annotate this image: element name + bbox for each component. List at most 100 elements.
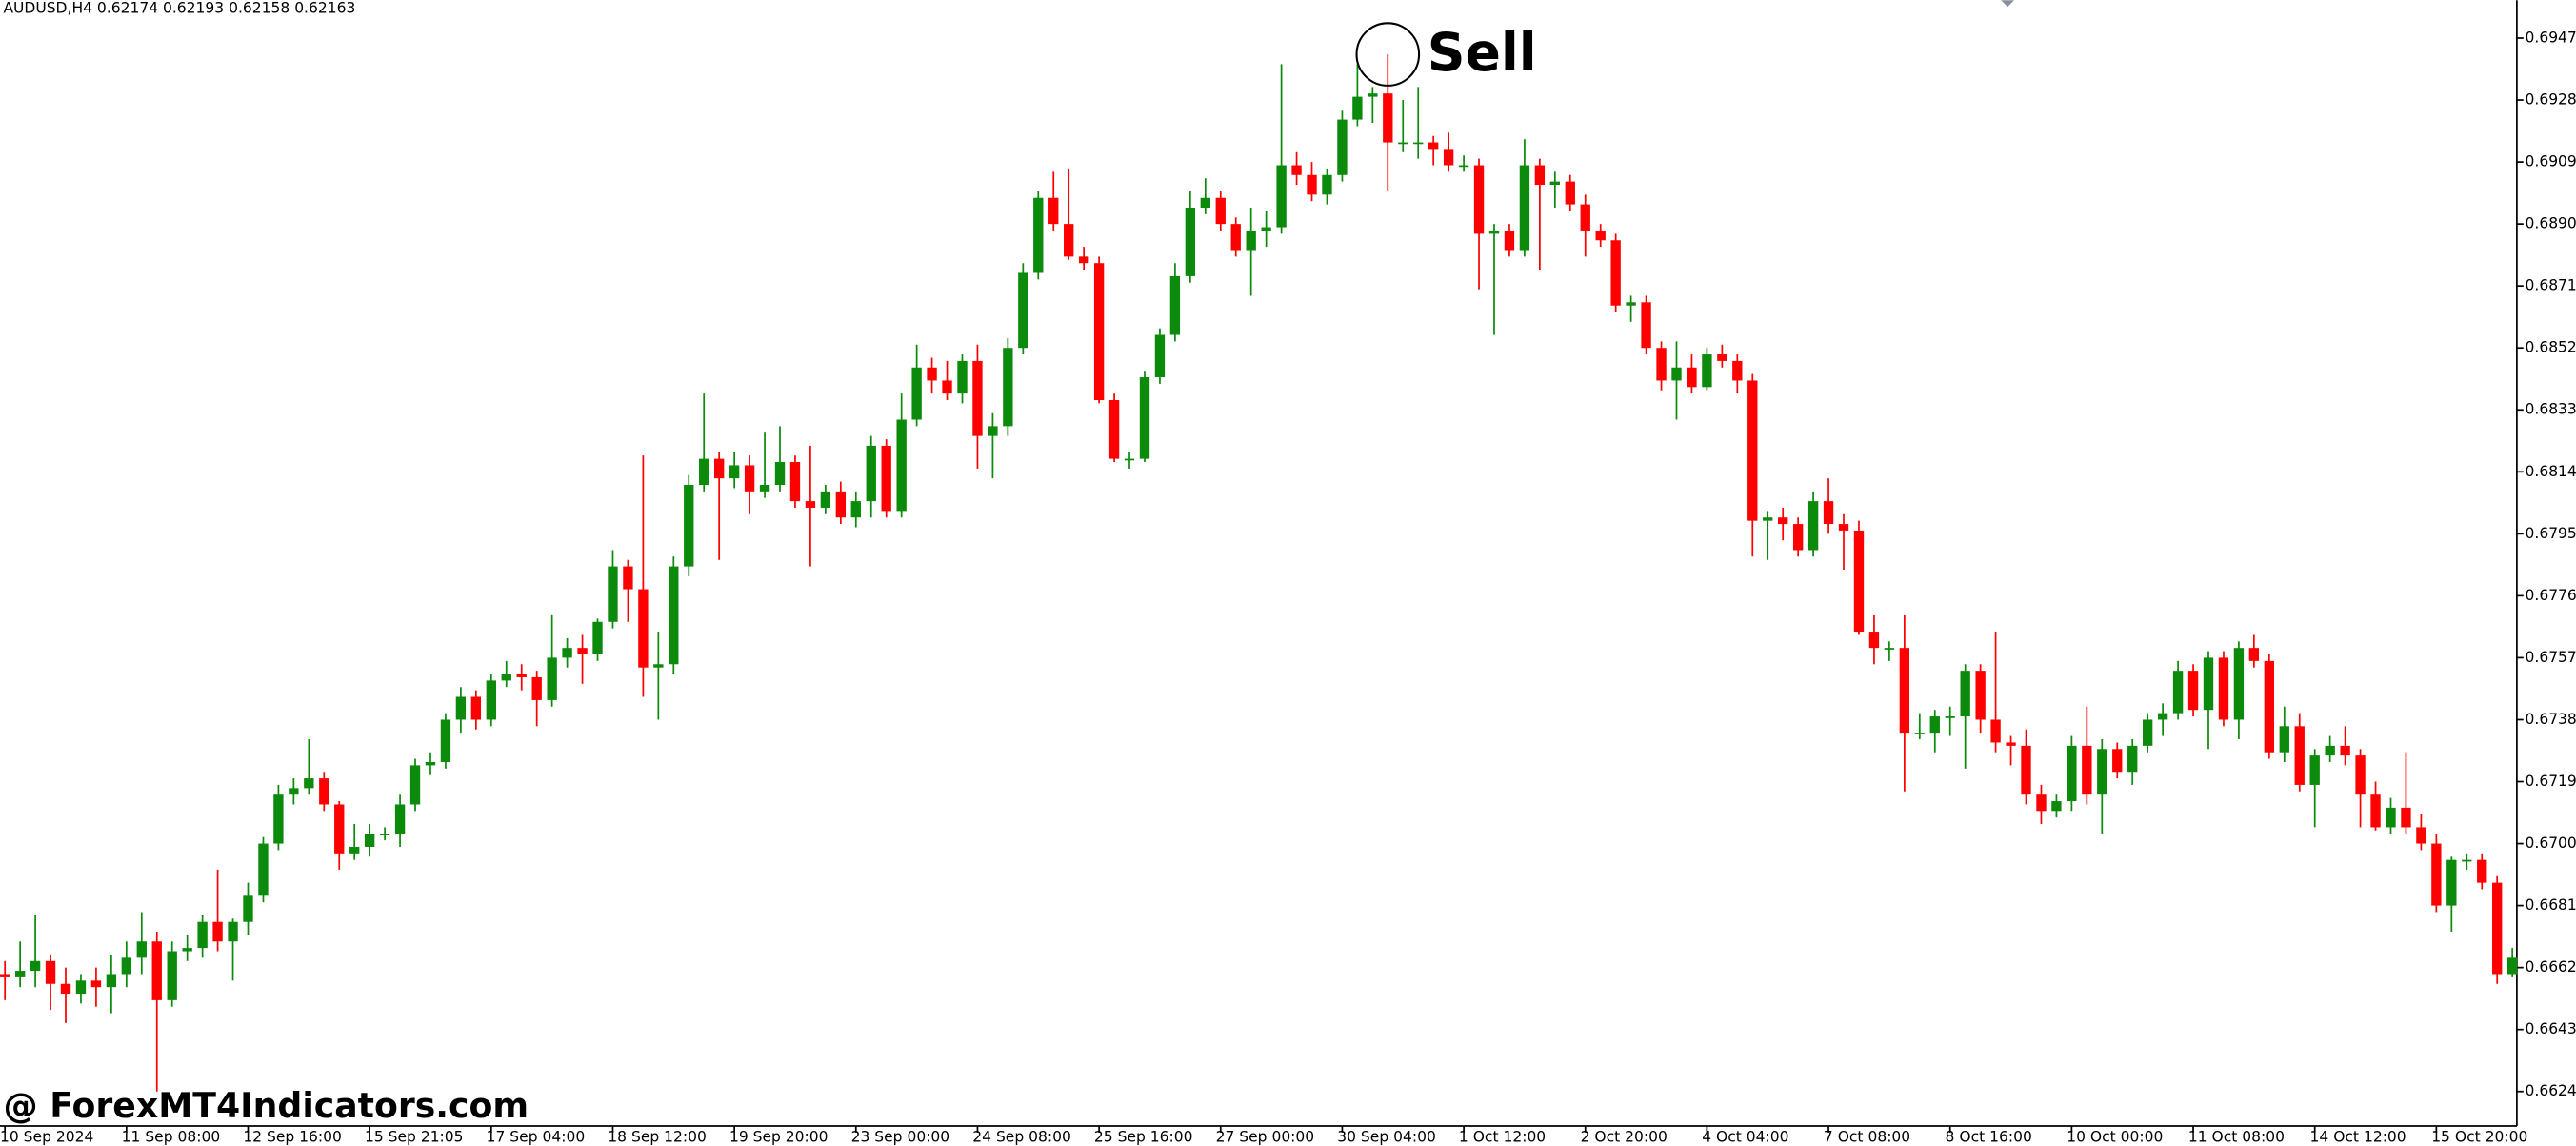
candle-body	[1215, 197, 1226, 225]
candle-body	[1687, 367, 1697, 388]
candle-body	[2477, 859, 2487, 883]
candle-body	[759, 484, 770, 492]
candle-body	[774, 462, 786, 485]
candle-body	[486, 680, 496, 720]
x-tick-label: 15 Sep 21:05	[365, 1129, 464, 1146]
candle-body	[835, 491, 847, 518]
candle-body	[1807, 501, 1819, 551]
candle-body	[2203, 657, 2214, 711]
chart-title: AUDUSD,H4 0.62174 0.62193 0.62158 0.6216…	[3, 0, 355, 16]
candle-body	[531, 676, 542, 700]
candle-body	[60, 983, 71, 995]
candle-body	[638, 589, 649, 668]
candle-body	[1899, 648, 1910, 734]
candle-body	[182, 948, 192, 952]
candle-body	[1580, 204, 1590, 231]
candle-body	[2279, 726, 2289, 753]
candle-body	[2036, 794, 2047, 812]
candle-body	[1185, 208, 1196, 276]
x-tick-label: 18 Sep 12:00	[608, 1129, 707, 1146]
candle-body	[1610, 240, 1621, 306]
candle-body	[2294, 726, 2305, 785]
candle-body	[364, 834, 375, 847]
candle-body	[1884, 648, 1895, 650]
candle-body	[1124, 458, 1135, 461]
candle-body	[1230, 224, 1241, 251]
candle-body	[1595, 230, 1606, 241]
candle-body	[1549, 181, 1561, 186]
candle-body	[228, 921, 238, 942]
candle-body	[2051, 801, 2062, 812]
x-tick-label: 4 Oct 04:00	[1702, 1129, 1788, 1146]
candle-body	[744, 465, 755, 492]
x-tick-label: 27 Sep 00:00	[1216, 1129, 1315, 1146]
candle-body	[167, 951, 177, 1000]
candle-body	[2431, 843, 2442, 906]
candle-body	[699, 458, 709, 485]
candle-body	[1383, 93, 1393, 143]
candle-body	[273, 794, 284, 844]
candle-body	[2006, 742, 2016, 746]
candle-body	[2309, 755, 2320, 785]
candle-body	[1914, 733, 1925, 734]
candle-body	[1093, 263, 1105, 400]
candle-body	[2142, 719, 2153, 746]
candle-body	[45, 960, 56, 984]
candle-body	[1945, 716, 1955, 718]
candle-body	[470, 696, 482, 720]
candle-body	[1154, 334, 1166, 378]
candle-body	[1792, 524, 1804, 551]
candle-body	[1291, 165, 1302, 175]
candle-body	[1018, 272, 1028, 349]
candle-body	[1929, 716, 1940, 734]
x-tick-label: 14 Oct 12:00	[2310, 1129, 2406, 1146]
candle-body	[1747, 380, 1758, 521]
candle-body	[1368, 93, 1378, 97]
candle-body	[2112, 749, 2123, 773]
candle-body	[1778, 517, 1788, 525]
candle-body	[1064, 224, 1074, 257]
candle-body	[2506, 957, 2518, 975]
candle-body	[2172, 671, 2184, 714]
candle-body	[136, 941, 147, 958]
candle-body	[1337, 119, 1348, 175]
candle-body	[911, 367, 922, 420]
candle-body	[669, 566, 679, 665]
x-tick-label: 11 Oct 08:00	[2188, 1129, 2285, 1146]
candle-body	[501, 674, 511, 681]
candle-body	[1671, 367, 1682, 381]
x-tick-label: 7 Oct 08:00	[1824, 1129, 1910, 1146]
candle-body	[805, 501, 816, 508]
candle-body	[1732, 360, 1743, 381]
candle-body	[1853, 530, 1865, 633]
candle-body	[106, 974, 117, 988]
candle-body	[1838, 524, 1849, 531]
watermark: @ ForexMT4Indicators.com	[3, 1085, 529, 1126]
candle-body	[2248, 648, 2260, 661]
candle-body	[1261, 227, 1271, 231]
candle-body	[2370, 794, 2381, 828]
candle-body	[927, 367, 937, 381]
candle-body	[2067, 745, 2077, 802]
candle-body	[440, 719, 451, 762]
candle-body	[866, 445, 876, 502]
candle-body	[623, 566, 633, 590]
candle-body	[1139, 377, 1150, 459]
x-tick-label: 11 Sep 08:00	[122, 1129, 221, 1146]
candle-body	[2401, 807, 2411, 828]
candle-body	[2157, 713, 2168, 720]
candle-body	[319, 778, 329, 805]
candle-body	[2082, 745, 2092, 795]
candle-body	[1398, 142, 1408, 145]
candle-body	[1307, 174, 1317, 195]
